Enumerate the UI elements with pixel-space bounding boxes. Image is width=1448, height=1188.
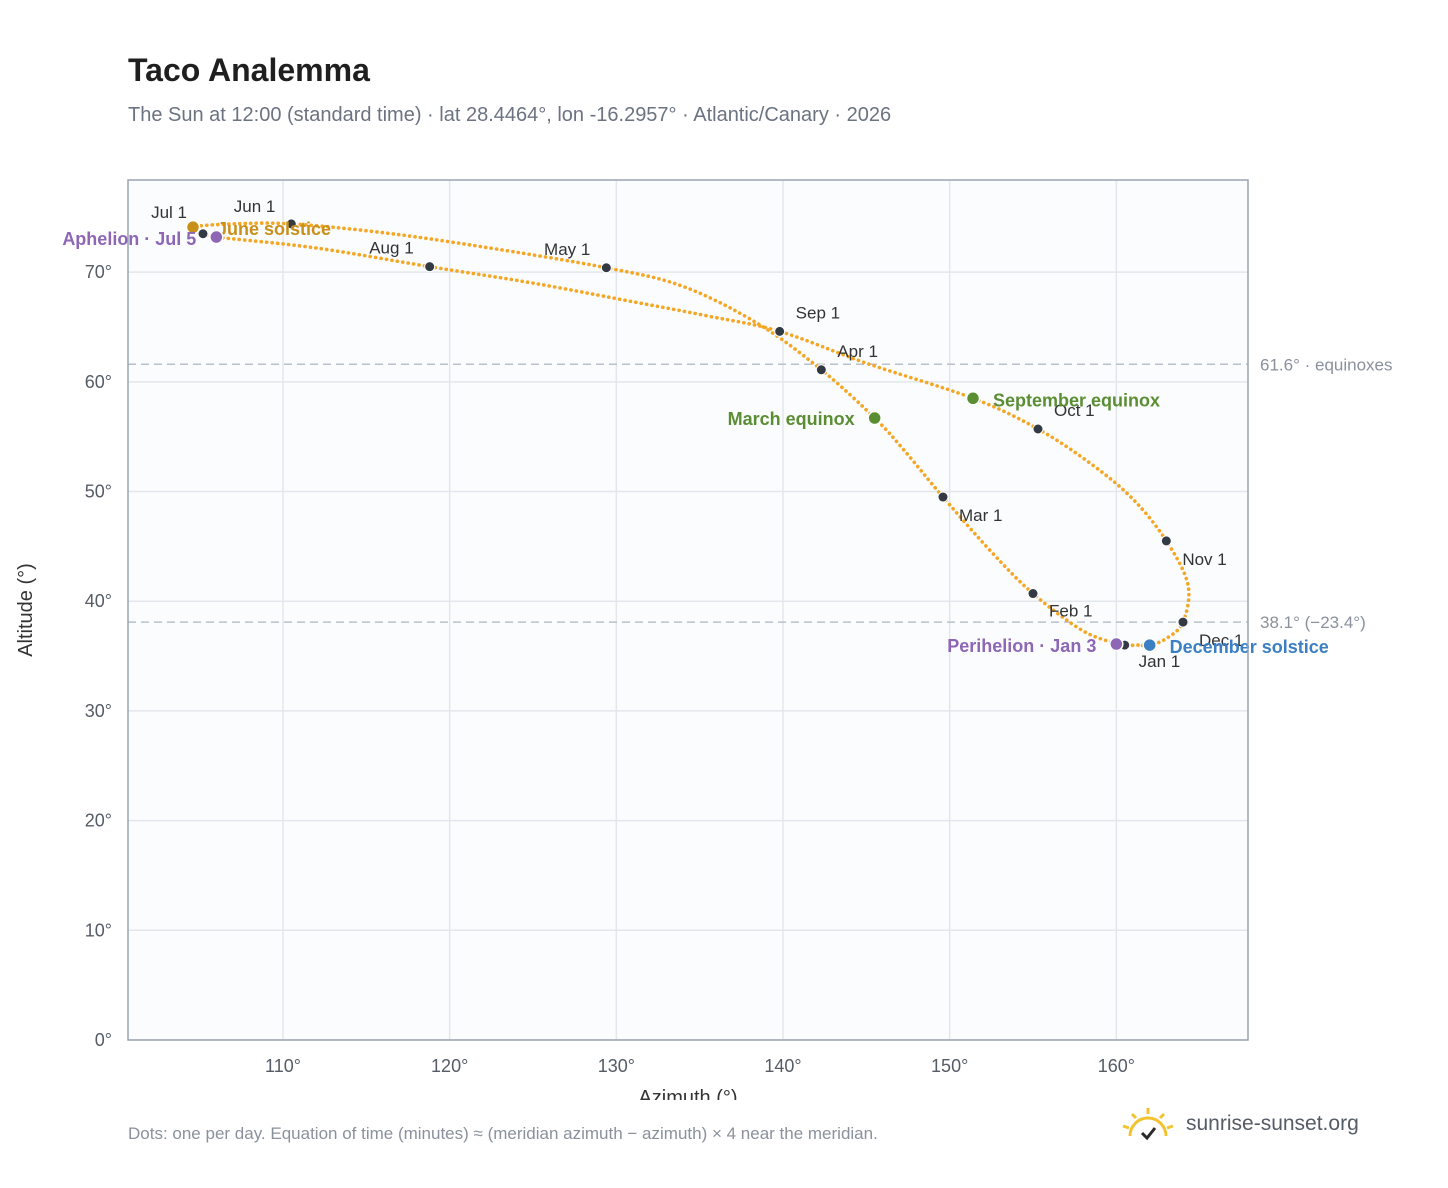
month-label: Feb 1 — [1049, 602, 1092, 621]
y-axis-title: Altitude (°) — [15, 563, 37, 657]
event-marker — [1109, 636, 1124, 652]
event-marker — [965, 391, 981, 406]
event-label: September equinox — [993, 390, 1160, 410]
x-tick-label: 120° — [431, 1056, 468, 1076]
month-marker — [1027, 588, 1039, 600]
month-label: Jun 1 — [234, 197, 276, 216]
reference-line-label: 61.6° · equinoxes — [1260, 355, 1393, 374]
y-tick-label: 30° — [85, 701, 112, 721]
month-marker — [424, 261, 436, 273]
y-tick-label: 0° — [95, 1030, 112, 1050]
month-label: Sep 1 — [796, 303, 840, 322]
month-marker — [285, 218, 297, 230]
month-label: Apr 1 — [837, 342, 878, 361]
month-label: May 1 — [544, 240, 590, 259]
month-markers: Jan 1 Feb 1 Mar 1 Apr 1 May 1 Jun 1 Jul 1 Aug 1… — [151, 197, 1243, 671]
event-label: December solstice — [1170, 637, 1329, 657]
month-label: Dec 1 — [1199, 631, 1243, 650]
month-marker — [815, 364, 827, 376]
y-tick-label: 70° — [85, 262, 112, 282]
event-label: Perihelion · Jan 3 — [947, 636, 1096, 656]
event-label: Aphelion · Jul 5 — [62, 229, 196, 249]
month-marker — [774, 325, 786, 337]
month-marker — [197, 228, 209, 240]
brand-logo[interactable]: sunrise-sunset.org — [1120, 1104, 1359, 1144]
month-label: Oct 1 — [1054, 401, 1095, 420]
chart-subtitle: The Sun at 12:00 (standard time) · lat 2… — [128, 104, 892, 126]
y-tick-label: 50° — [85, 482, 112, 502]
month-marker — [937, 491, 949, 503]
y-tick-label: 10° — [85, 920, 112, 940]
analemma-path — [190, 221, 1191, 648]
x-tick-label: 160° — [1098, 1056, 1135, 1076]
month-label: Nov 1 — [1182, 550, 1226, 569]
axis-ticks: 110° 120° 130° 140° 150° 160° 0° 10° 20° 30° 40° 50… — [85, 262, 1135, 1076]
event-marker — [1142, 637, 1157, 653]
event-label: June solstice — [217, 219, 331, 239]
reference-line-label: 38.1° (−23.4°) — [1260, 613, 1366, 632]
chart-title: Taco Analemma — [128, 52, 370, 88]
month-marker — [1177, 616, 1189, 628]
month-marker — [1032, 423, 1044, 435]
analemma-daily-dots — [190, 221, 1191, 648]
x-tick-label: 140° — [764, 1056, 801, 1076]
month-label: Mar 1 — [959, 506, 1002, 525]
x-tick-label: 110° — [265, 1056, 301, 1076]
y-tick-label: 60° — [85, 372, 112, 392]
month-label: Jul 1 — [151, 203, 187, 222]
month-label: Jan 1 — [1139, 652, 1181, 671]
footnote: Dots: one per day. Equation of time (min… — [128, 1124, 878, 1143]
plot-area — [128, 180, 1248, 1040]
month-marker — [1160, 535, 1172, 547]
event-marker — [209, 229, 224, 245]
event-markers: June solstice Aphelion · Jul 5 March equin… — [62, 219, 1328, 657]
reference-lines: 61.6° · equinoxes 38.1° (−23.4°) — [128, 355, 1393, 632]
analemma-chart: 61.6° · equinoxes 38.1° (−23.4°) Jan 1 Feb… — [15, 179, 1393, 1100]
month-label: Aug 1 — [369, 239, 413, 258]
sun-icon — [1122, 1108, 1174, 1141]
plot-frame — [127, 179, 1249, 1041]
event-marker — [867, 410, 882, 426]
brand-text: sunrise-sunset.org — [1186, 1112, 1359, 1135]
x-tick-label: 130° — [598, 1056, 635, 1076]
month-marker — [600, 262, 612, 274]
y-tick-label: 40° — [85, 591, 112, 611]
event-marker — [185, 219, 201, 235]
event-label: March equinox — [728, 409, 855, 429]
x-axis-title: Azimuth (°) — [638, 1087, 737, 1100]
x-tick-label: 150° — [931, 1056, 968, 1076]
y-tick-label: 20° — [85, 811, 112, 831]
